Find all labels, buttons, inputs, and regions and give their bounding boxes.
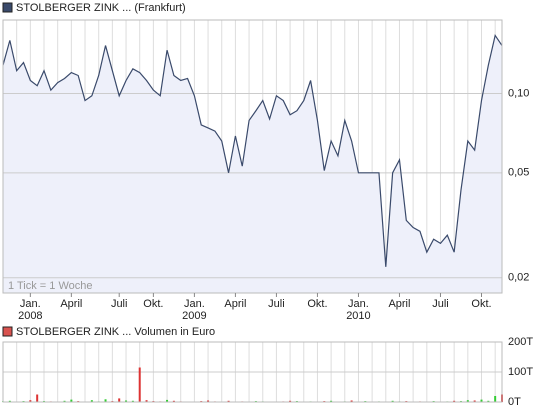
volume-bar: [466, 400, 469, 402]
volume-bar: [104, 399, 107, 402]
y-tick-label: 200T: [508, 336, 533, 348]
x-tick-label: Jan. 2009: [182, 298, 207, 322]
x-tick-label: Jan. 2008: [18, 298, 43, 322]
y-tick-label: 0T: [508, 396, 521, 408]
volume-bar: [480, 399, 483, 402]
volume-bar: [29, 400, 32, 402]
x-tick-label: Okt.: [307, 298, 328, 310]
volume-bar: [70, 399, 73, 402]
volume-bar: [118, 398, 121, 402]
x-tick-label: Juli: [268, 298, 285, 310]
x-tick-label: Jan. 2010: [346, 298, 371, 322]
volume-bar: [145, 400, 148, 402]
x-tick-label: Okt.: [143, 298, 164, 310]
volume-bar: [330, 400, 333, 402]
y-tick-label: 0,10: [508, 87, 529, 99]
annotation: 1 Tick = 1 Woche: [8, 280, 92, 292]
x-tick-label: April: [224, 298, 247, 310]
volume-bar: [166, 399, 169, 402]
volume-bar: [90, 400, 93, 402]
x-tick-label: Juli: [110, 298, 128, 310]
volume-bar: [63, 400, 66, 402]
x-tick-label: Juli: [432, 298, 449, 310]
price-area: [3, 35, 502, 293]
y-tick-label: 0,05: [508, 167, 529, 179]
volume-bar: [350, 400, 353, 402]
volume-bar: [172, 400, 175, 402]
volume-bar: [494, 396, 497, 402]
y-tick-label: 100T: [508, 366, 533, 378]
x-tick-label: Okt.: [471, 298, 492, 310]
volume-bar: [131, 400, 134, 402]
price-line: [2, 33, 503, 267]
volume-bar: [487, 400, 490, 402]
y-tick-label: 0,02: [508, 272, 529, 284]
legend-swatch: [2, 326, 13, 337]
volume-bar: [473, 400, 476, 402]
chart-title: STOLBERGER ZINK ... (Frankfurt): [16, 2, 186, 14]
volume-title: STOLBERGER ZINK ... Volumen in Euro: [16, 326, 215, 338]
volume-bar: [453, 400, 456, 402]
volume-bar: [8, 400, 11, 402]
volume-bar: [289, 400, 292, 402]
volume-bar: [207, 400, 210, 402]
plot-border: [2, 341, 503, 403]
legend-swatch: [2, 2, 13, 13]
volume-bar: [125, 400, 128, 402]
x-tick-label: April: [388, 298, 411, 310]
volume-bar: [391, 400, 394, 402]
plot-border: [2, 19, 503, 294]
x-tick-label: April: [60, 298, 83, 310]
volume-bar: [227, 400, 230, 402]
volume-bar: [36, 394, 39, 402]
volume-bar: [138, 367, 141, 402]
